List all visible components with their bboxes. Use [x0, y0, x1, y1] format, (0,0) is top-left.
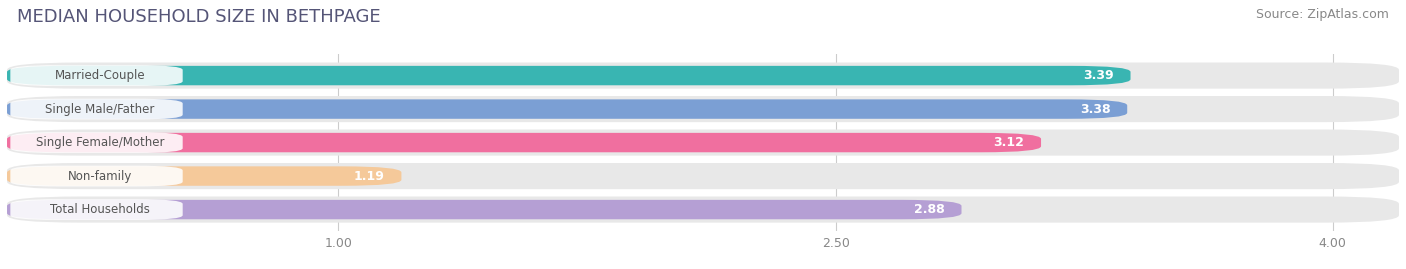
FancyBboxPatch shape	[10, 199, 183, 220]
FancyBboxPatch shape	[10, 132, 183, 153]
Text: 2.88: 2.88	[914, 203, 945, 216]
Text: Total Households: Total Households	[49, 203, 150, 216]
Text: MEDIAN HOUSEHOLD SIZE IN BETHPAGE: MEDIAN HOUSEHOLD SIZE IN BETHPAGE	[17, 8, 381, 26]
Text: 3.38: 3.38	[1080, 102, 1111, 116]
FancyBboxPatch shape	[10, 65, 183, 86]
Text: Single Male/Father: Single Male/Father	[45, 102, 155, 116]
FancyBboxPatch shape	[7, 196, 1399, 223]
FancyBboxPatch shape	[10, 166, 183, 186]
Text: 3.39: 3.39	[1084, 69, 1114, 82]
FancyBboxPatch shape	[7, 133, 1040, 152]
Text: Source: ZipAtlas.com: Source: ZipAtlas.com	[1256, 8, 1389, 21]
FancyBboxPatch shape	[7, 200, 962, 219]
FancyBboxPatch shape	[7, 96, 1399, 122]
Text: 1.19: 1.19	[354, 169, 385, 183]
FancyBboxPatch shape	[7, 99, 1128, 119]
FancyBboxPatch shape	[10, 99, 183, 119]
Text: 3.12: 3.12	[994, 136, 1025, 149]
Text: Single Female/Mother: Single Female/Mother	[35, 136, 165, 149]
Text: Non-family: Non-family	[67, 169, 132, 183]
FancyBboxPatch shape	[7, 166, 402, 186]
Text: Married-Couple: Married-Couple	[55, 69, 145, 82]
FancyBboxPatch shape	[7, 163, 1399, 189]
FancyBboxPatch shape	[7, 66, 1130, 85]
FancyBboxPatch shape	[7, 129, 1399, 156]
FancyBboxPatch shape	[7, 62, 1399, 89]
